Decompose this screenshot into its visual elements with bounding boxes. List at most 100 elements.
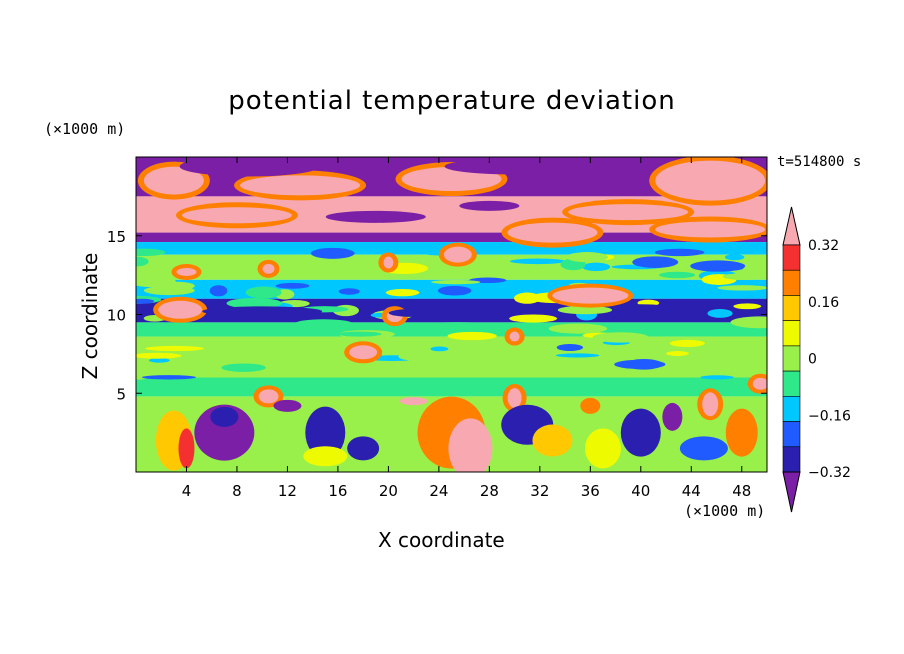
heatmap-cell	[548, 323, 608, 334]
heatmap-cell	[347, 436, 380, 461]
heatmap-cell	[552, 287, 629, 304]
heatmap-cell	[724, 254, 745, 261]
heatmap-cell	[509, 314, 558, 323]
colorbar-box	[782, 421, 801, 448]
heatmap-cell	[509, 331, 520, 342]
x-tick-label: 32	[530, 482, 549, 500]
heatmap-cell	[655, 221, 766, 238]
heatmap-cell	[431, 279, 481, 285]
heatmap-cell	[532, 424, 573, 457]
colorbar-bottom-triangle	[782, 471, 801, 513]
colorbar-box	[782, 244, 801, 271]
time-label: t=514800 s	[777, 154, 862, 170]
heatmap-cell	[148, 358, 170, 363]
heatmap-cell	[717, 285, 767, 291]
colorbar-box	[782, 446, 801, 473]
heatmap-cell	[692, 356, 709, 369]
colorbar-tick-label: 0.32	[808, 238, 839, 254]
heatmap-cell	[337, 331, 382, 337]
heatmap-cell	[181, 207, 292, 224]
heatmap-cell	[388, 308, 439, 317]
heatmap-cell	[610, 304, 671, 313]
colorbar-box	[782, 396, 801, 422]
heatmap-cell	[722, 273, 764, 280]
heatmap-cell	[592, 332, 649, 343]
heatmap-cell	[733, 303, 762, 310]
heatmap-cell	[224, 322, 257, 331]
colorbar-box	[782, 370, 801, 397]
heatmap-cell	[349, 345, 378, 360]
heatmap-cell	[507, 222, 598, 243]
heatmap-cell	[700, 375, 734, 380]
heatmap-cell	[568, 204, 689, 221]
heatmap-cell	[624, 359, 663, 370]
heatmap-cell	[513, 292, 541, 304]
heatmap-cell	[136, 256, 149, 267]
heatmap-cell	[178, 428, 195, 469]
heatmap-cell	[245, 286, 282, 299]
heatmap-cell	[295, 319, 353, 328]
heatmap-cell	[429, 322, 486, 327]
colorbar-box	[782, 345, 801, 372]
heatmap-cell	[179, 157, 320, 177]
heatmap-cell	[258, 389, 279, 404]
heatmap-cell	[443, 246, 472, 263]
heatmap-cell	[210, 406, 239, 427]
colorbar-box	[782, 320, 801, 347]
heatmap-cell	[383, 256, 394, 269]
heatmap-cell	[399, 397, 428, 406]
heatmap-cell	[385, 288, 420, 297]
heatmap-cell	[202, 306, 323, 317]
heatmap-cell	[659, 271, 696, 279]
heatmap-cell	[459, 200, 520, 211]
heatmap-cell	[654, 248, 705, 257]
heatmap-cell	[145, 345, 205, 352]
x-tick-label: 40	[631, 482, 650, 500]
heatmap-cell	[221, 363, 266, 372]
heatmap-cell	[226, 297, 283, 309]
heatmap-cell	[176, 267, 197, 276]
heatmap-cell	[209, 285, 228, 297]
heatmap-cell	[632, 256, 679, 268]
y-tick-label: 15	[107, 228, 126, 246]
x-tick-label: 16	[328, 482, 347, 500]
heatmap-cell	[730, 316, 767, 329]
heatmap-cell	[507, 387, 522, 408]
heatmap-cell	[430, 346, 449, 352]
x-axis-title: X coordinate	[378, 528, 505, 552]
heatmap-cell	[655, 160, 766, 201]
heatmap-cell	[334, 362, 390, 373]
heatmap-band	[136, 232, 767, 243]
heatmap-cell	[725, 408, 758, 457]
heatmap-cell	[444, 158, 585, 175]
chart-title: potential temperature deviation	[228, 86, 676, 116]
heatmap-cell	[275, 282, 310, 289]
heatmap-cell	[338, 288, 360, 295]
heatmap-cell	[143, 166, 204, 195]
heatmap-cell	[620, 408, 661, 457]
heatmap-cell	[566, 252, 608, 263]
heatmap-cell	[136, 298, 155, 304]
heatmap-cell	[679, 436, 728, 461]
heatmap-field	[136, 157, 767, 472]
heatmap-cell	[707, 308, 733, 318]
heatmap-cell	[702, 392, 719, 417]
colorbar-tick-label: −0.32	[808, 465, 851, 481]
heatmap-cell	[715, 265, 744, 271]
heatmap-cell	[141, 375, 197, 380]
x-tick-label: 12	[278, 482, 297, 500]
colorbar-top-triangle	[782, 206, 801, 246]
x-tick-label: 4	[182, 482, 192, 500]
heatmap-cell	[136, 248, 166, 257]
heatmap-cell	[557, 305, 613, 315]
y-tick-label: 10	[107, 307, 126, 325]
heatmap-cell	[580, 397, 601, 414]
heatmap-cell	[262, 263, 275, 274]
heatmap-cell	[666, 351, 689, 357]
x-tick-label: 20	[379, 482, 398, 500]
heatmap-cell	[273, 399, 302, 412]
colorbar-box	[782, 269, 801, 296]
heatmap-cell	[159, 281, 195, 291]
